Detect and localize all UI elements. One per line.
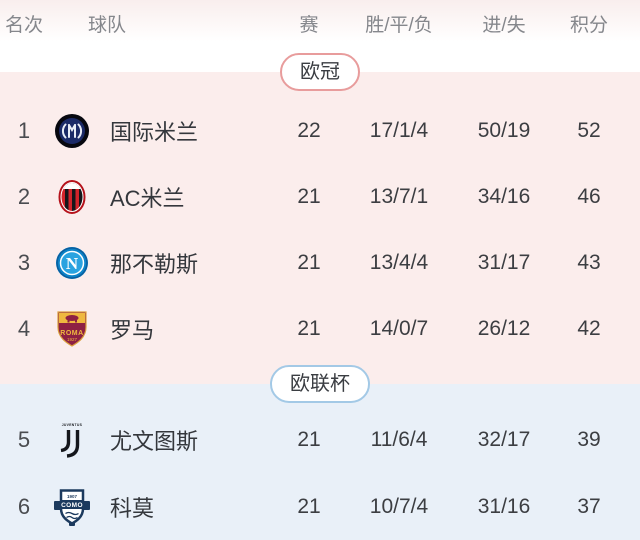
table-row[interactable]: 1 国际米兰 22 17/1/4 50/19 52 — [0, 98, 640, 164]
goals-cell: 31/16 — [477, 494, 531, 518]
table-row[interactable]: 2 AC米兰 2 — [0, 164, 640, 230]
europa-league-badge: 欧联杯 — [270, 365, 370, 403]
inter-milan-logo — [48, 113, 96, 149]
rank-cell: 1 — [17, 118, 31, 143]
header-team: 球队 — [88, 14, 127, 36]
juventus-logo: JUVENTUS — [48, 420, 96, 460]
team-name: 那不勒斯 — [110, 252, 199, 277]
goals-cell: 50/19 — [477, 119, 531, 142]
record-cell: 10/7/4 — [369, 494, 429, 518]
europa-league-divider: 欧联杯 — [0, 362, 640, 406]
roma-wordmark: ROMA — [60, 330, 83, 337]
played-cell: 21 — [297, 494, 321, 518]
ac-milan-logo — [48, 180, 96, 214]
europa-league-section: 5 JUVENTUS 尤文图斯 21 11/6/4 32/17 39 6 — [0, 406, 640, 540]
goals-cell: 34/16 — [477, 185, 531, 208]
team-name: 尤文图斯 — [110, 428, 199, 454]
goals-cell: 32/17 — [477, 427, 531, 451]
table-header-row: 名次 球队 赛 胜/平/负 进/失 积分 — [0, 0, 640, 46]
rank-cell: 4 — [17, 316, 31, 341]
como-logo: 1907 COMO — [48, 487, 96, 527]
team-name: 国际米兰 — [110, 120, 199, 145]
points-cell: 42 — [577, 317, 601, 340]
roma-logo: ROMA 1927 — [48, 310, 96, 348]
champions-league-badge: 欧冠 — [280, 53, 360, 91]
rank-cell: 2 — [17, 184, 31, 209]
points-cell: 46 — [577, 185, 601, 208]
header-played: 赛 — [299, 14, 319, 36]
rank-cell: 6 — [17, 493, 31, 519]
roma-year: 1927 — [67, 337, 78, 342]
record-cell: 11/6/4 — [370, 427, 428, 451]
team-name: 科莫 — [110, 495, 155, 521]
champions-league-section: 1 国际米兰 22 17/1/4 50/19 52 — [0, 98, 640, 362]
played-cell: 21 — [297, 185, 321, 208]
table-row[interactable]: 6 1907 COMO 科莫 21 10/7/4 31/16 — [0, 473, 640, 540]
header-points: 积分 — [569, 14, 608, 36]
points-cell: 52 — [577, 119, 601, 142]
napoli-logo: N — [48, 246, 96, 280]
header-goals: 进/失 — [482, 14, 526, 36]
table-row[interactable]: 5 JUVENTUS 尤文图斯 21 11/6/4 32/17 39 — [0, 406, 640, 473]
napoli-letter: N — [66, 254, 79, 273]
record-cell: 17/1/4 — [369, 119, 429, 142]
record-cell: 14/0/7 — [369, 317, 429, 340]
points-cell: 37 — [577, 494, 601, 518]
goals-cell: 31/17 — [477, 251, 531, 274]
table-row[interactable]: 3 N 那不勒斯 21 13/4/4 31/17 43 — [0, 230, 640, 296]
juventus-wordmark: JUVENTUS — [62, 423, 83, 427]
played-cell: 22 — [297, 119, 321, 142]
header-rank: 名次 — [4, 14, 43, 36]
goals-cell: 26/12 — [477, 317, 531, 340]
points-cell: 43 — [577, 251, 601, 274]
played-cell: 21 — [297, 427, 321, 451]
rank-cell: 3 — [17, 250, 31, 275]
header-record: 胜/平/负 — [365, 14, 433, 36]
table-row[interactable]: 4 ROMA 1927 罗马 21 14/0/7 26/12 42 — [0, 296, 640, 362]
played-cell: 21 — [297, 251, 321, 274]
como-wordmark: COMO — [61, 502, 83, 509]
team-name: 罗马 — [110, 318, 155, 343]
points-cell: 39 — [577, 427, 601, 451]
champions-league-divider: 欧冠 — [0, 46, 640, 98]
played-cell: 21 — [297, 317, 321, 340]
team-name: AC米兰 — [110, 186, 185, 211]
record-cell: 13/7/1 — [369, 185, 429, 208]
como-year: 1907 — [67, 494, 78, 499]
rank-cell: 5 — [17, 426, 31, 452]
record-cell: 13/4/4 — [369, 251, 429, 274]
